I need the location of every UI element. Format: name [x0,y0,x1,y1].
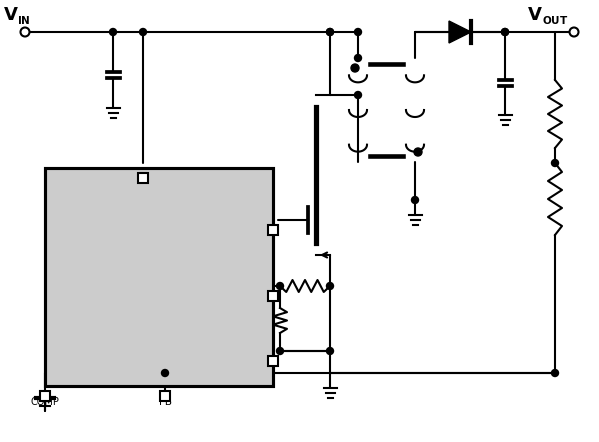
Text: COMP: COMP [31,397,59,407]
Circle shape [355,54,362,61]
Circle shape [326,282,334,290]
Bar [138,173,148,183]
Text: CS: CS [246,281,260,291]
Polygon shape [449,21,471,43]
Circle shape [326,28,334,35]
Text: OUT: OUT [238,215,260,225]
Bar [40,391,50,401]
Circle shape [355,28,362,35]
Circle shape [355,91,362,99]
Bar [45,168,273,386]
Text: FB: FB [159,397,171,407]
Circle shape [412,197,419,203]
Circle shape [140,28,147,35]
Circle shape [501,28,509,35]
Bar [268,291,278,301]
Text: $\mathbf{V}$: $\mathbf{V}$ [3,6,19,24]
Circle shape [501,28,509,35]
Bar [268,356,278,366]
Text: $\mathbf{IN}$: $\mathbf{IN}$ [17,14,31,26]
Circle shape [277,347,283,354]
Circle shape [110,28,116,35]
Circle shape [277,282,283,290]
Text: VIN: VIN [134,187,152,197]
Text: $\mathbf{V}$: $\mathbf{V}$ [527,6,543,24]
Circle shape [552,370,558,377]
Circle shape [570,27,579,37]
Circle shape [326,28,334,35]
Circle shape [552,160,558,167]
Bar [268,225,278,235]
Circle shape [351,64,359,72]
Circle shape [414,148,422,156]
Text: LM5022: LM5022 [77,269,181,293]
Text: $\mathbf{OUT}$: $\mathbf{OUT}$ [542,14,568,26]
Bar [160,391,170,401]
Circle shape [326,347,334,354]
Circle shape [20,27,29,37]
Text: GND: GND [236,346,260,356]
Circle shape [162,370,168,377]
